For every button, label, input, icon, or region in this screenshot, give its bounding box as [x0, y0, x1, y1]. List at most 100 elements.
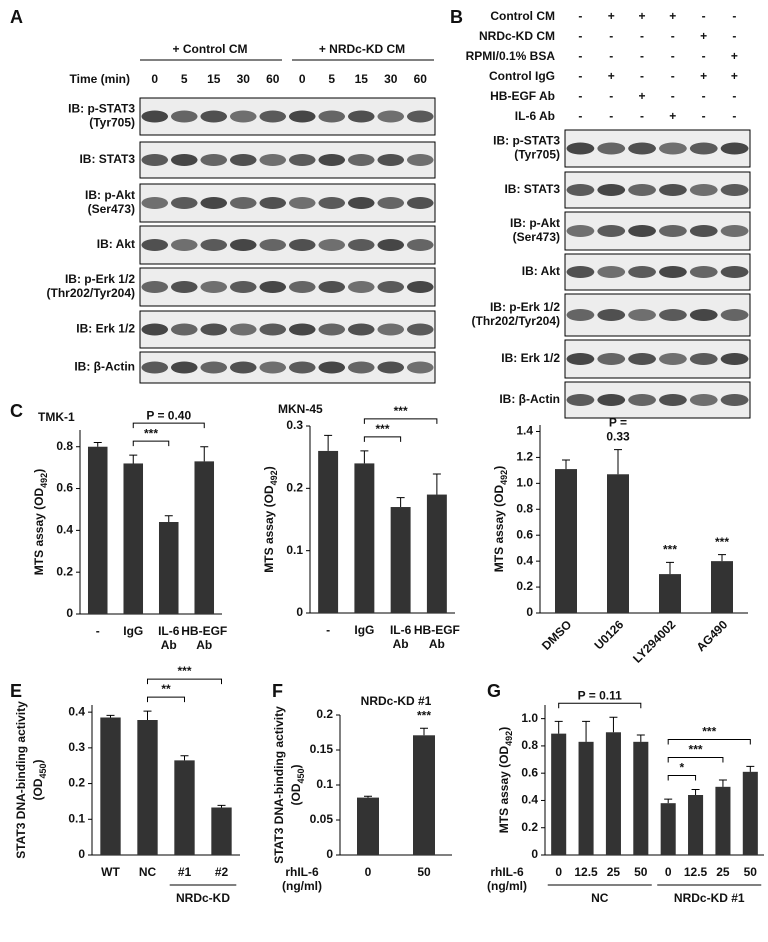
blot-band [259, 239, 287, 251]
blot-band [689, 225, 718, 237]
time-value: 60 [414, 72, 428, 86]
significance-bracket [363, 418, 438, 424]
y-tick-label: 0 [326, 847, 333, 861]
subscript: 450 [38, 763, 48, 778]
y-tick-label: 0.8 [56, 439, 73, 453]
condition-sign: - [578, 89, 582, 103]
error-bar [420, 727, 428, 736]
blot-band [318, 110, 346, 123]
bar [211, 807, 232, 855]
x-tick-label: IgG [123, 624, 143, 638]
bar-annotation: *** [715, 535, 729, 549]
y-tick-label: 0 [296, 605, 303, 619]
x-tick-label: 0 [665, 865, 672, 879]
blot-image [564, 129, 751, 168]
significance-bracket [147, 678, 222, 685]
significance-label: *** [702, 725, 716, 739]
blot-band [141, 197, 169, 209]
blot-label: IB: β-Actin [499, 392, 560, 406]
y-tick-label: 0.1 [316, 777, 333, 791]
group-label: + Control CM [173, 42, 248, 56]
blot-band [200, 154, 228, 166]
condition-sign: - [671, 89, 675, 103]
significance-bracket [132, 440, 170, 447]
blot-band [597, 266, 626, 278]
significance-bracket [667, 775, 697, 781]
blot-image [564, 339, 751, 379]
condition-sign: - [578, 69, 582, 83]
label-part: ) [262, 466, 276, 470]
significance-label: * [680, 761, 685, 775]
bar [357, 797, 379, 855]
blot-band [288, 110, 316, 123]
condition-sign: - [732, 89, 736, 103]
y-tick-label: 0.05 [310, 812, 334, 826]
condition-sign: - [578, 109, 582, 123]
significance-label: P = 0.11 [578, 688, 622, 702]
condition-sign: - [671, 49, 675, 63]
condition-sign: - [702, 9, 706, 23]
bar [605, 732, 621, 855]
error-bar [396, 497, 405, 508]
blot-band [200, 361, 228, 374]
error-bar [582, 720, 591, 742]
blot-band [288, 197, 316, 209]
bar [390, 507, 411, 613]
condition-sign: + [669, 9, 676, 23]
label-part: (OD [289, 783, 303, 805]
y-tick-label: 0 [531, 847, 538, 861]
blot-band [347, 281, 375, 293]
y-axis-label: MTS assay (OD492) [492, 466, 509, 572]
error-bar [562, 459, 570, 470]
blot-band [689, 184, 718, 196]
blot-band [141, 281, 169, 293]
blot-band [288, 239, 316, 251]
blot-band [288, 154, 316, 166]
x-tick-label: - [96, 624, 100, 638]
significance-bracket [147, 696, 185, 703]
blot-band [377, 154, 405, 166]
panel-letter: A [10, 7, 23, 27]
significance-bracket [667, 739, 751, 745]
condition-label: IL-6 Ab [515, 109, 555, 123]
blot-band [689, 266, 718, 278]
error-bar [554, 720, 563, 734]
bar [607, 474, 629, 613]
blot-band [377, 361, 405, 374]
y-tick-label: 0.6 [516, 527, 533, 541]
x-tick-label: 12.5 [574, 865, 598, 879]
time-value: 15 [207, 72, 221, 86]
blot-image [564, 293, 751, 337]
blot-band [377, 239, 405, 251]
x-axis-title: rhIL-6 (ng/ml) [282, 865, 322, 893]
y-axis-label: MTS assay (OD492) [32, 469, 49, 575]
bar [555, 469, 577, 613]
bar-annotation: *** [417, 708, 431, 722]
condition-label: HB-EGF Ab [490, 89, 555, 103]
bar [715, 786, 731, 855]
blot-band [659, 184, 687, 196]
error-bar [200, 446, 209, 462]
condition-sign: - [640, 69, 644, 83]
blot-band [200, 197, 228, 209]
blot-band [628, 266, 656, 278]
group-label: NC [591, 891, 609, 905]
x-axis-title: rhIL-6 (ng/ml) [487, 865, 527, 893]
error-bar [614, 449, 622, 475]
blot-band [318, 361, 346, 374]
y-tick-label: 1.0 [516, 476, 533, 490]
blot-band [659, 142, 687, 155]
blot-band [406, 361, 434, 374]
x-tick-label: 50 [634, 865, 648, 879]
x-tick-label: IgG [354, 623, 374, 637]
bar [137, 720, 158, 855]
blot-band [659, 266, 687, 278]
significance-bracket [363, 436, 402, 442]
x-tick-label: HB-EGF Ab [414, 623, 460, 651]
condition-sign: - [609, 49, 613, 63]
condition-sign: - [702, 49, 706, 63]
subscript: 492 [39, 473, 49, 488]
blot-band [347, 110, 375, 123]
y-tick-label: 0 [66, 606, 73, 620]
label-part: STAT3 DNA-binding activity [14, 701, 28, 859]
